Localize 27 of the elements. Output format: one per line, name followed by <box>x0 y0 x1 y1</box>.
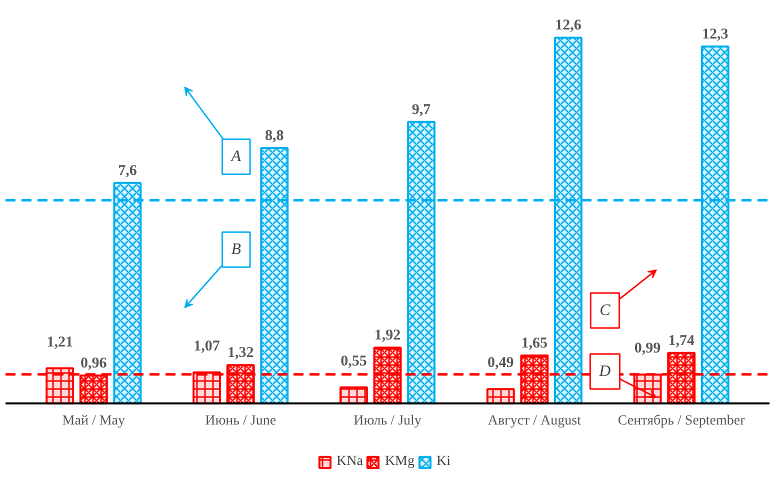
data-label: 1,92 <box>374 328 401 344</box>
annotation: A <box>230 148 242 166</box>
legend-label: KNa <box>336 454 363 470</box>
annotation: D <box>598 362 612 380</box>
data-label: 8,8 <box>264 128 284 144</box>
data-label: 1,74 <box>668 332 695 349</box>
data-label: 7,6 <box>118 162 138 179</box>
data-label: 0,49 <box>488 355 514 372</box>
legend-label: KMg <box>384 454 414 470</box>
data-label: 12,3 <box>702 26 728 42</box>
annotation: B <box>231 241 242 258</box>
data-label: 0,96 <box>80 356 108 372</box>
annotation: C <box>600 302 611 320</box>
data-label: 1,07 <box>194 338 220 354</box>
data-label: 1,21 <box>46 334 73 350</box>
data-label: 1,65 <box>521 335 548 352</box>
data-label: 0,55 <box>340 353 367 370</box>
x-tick-label: Июль / July <box>354 413 422 428</box>
legend-label: Ki <box>436 454 452 470</box>
x-tick-label: Июнь / June <box>205 413 276 428</box>
data-label: 0,99 <box>634 340 661 357</box>
x-tick-label: Сентябрь / September <box>618 413 746 428</box>
x-tick-label: Май / May <box>62 413 126 428</box>
data-label: 9,7 <box>412 102 432 118</box>
data-label: 12,6 <box>555 18 582 34</box>
x-tick-label: Август / August <box>488 413 582 428</box>
data-label: 1,32 <box>227 345 254 362</box>
